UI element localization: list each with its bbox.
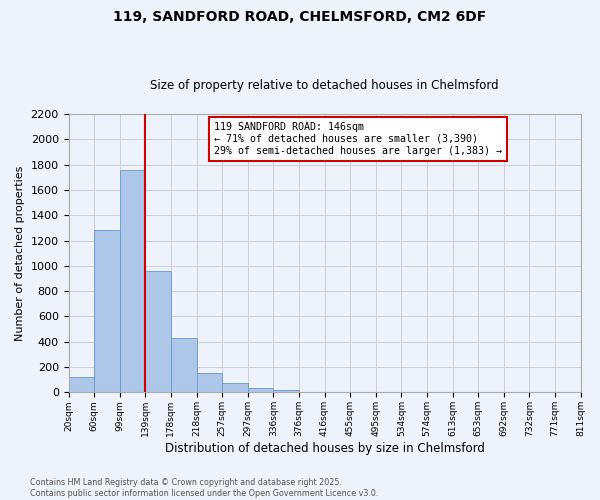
Text: 119, SANDFORD ROAD, CHELMSFORD, CM2 6DF: 119, SANDFORD ROAD, CHELMSFORD, CM2 6DF — [113, 10, 487, 24]
X-axis label: Distribution of detached houses by size in Chelmsford: Distribution of detached houses by size … — [164, 442, 484, 455]
Y-axis label: Number of detached properties: Number of detached properties — [15, 166, 25, 341]
Bar — [171, 338, 197, 392]
Bar — [274, 390, 299, 392]
Bar — [222, 383, 248, 392]
Text: Contains HM Land Registry data © Crown copyright and database right 2025.
Contai: Contains HM Land Registry data © Crown c… — [30, 478, 379, 498]
Bar — [145, 271, 171, 392]
Title: Size of property relative to detached houses in Chelmsford: Size of property relative to detached ho… — [150, 79, 499, 92]
Bar — [68, 377, 94, 392]
Bar — [120, 170, 145, 392]
Bar — [197, 373, 222, 392]
Text: 119 SANDFORD ROAD: 146sqm
← 71% of detached houses are smaller (3,390)
29% of se: 119 SANDFORD ROAD: 146sqm ← 71% of detac… — [214, 122, 502, 156]
Bar — [248, 388, 274, 392]
Bar — [94, 230, 120, 392]
